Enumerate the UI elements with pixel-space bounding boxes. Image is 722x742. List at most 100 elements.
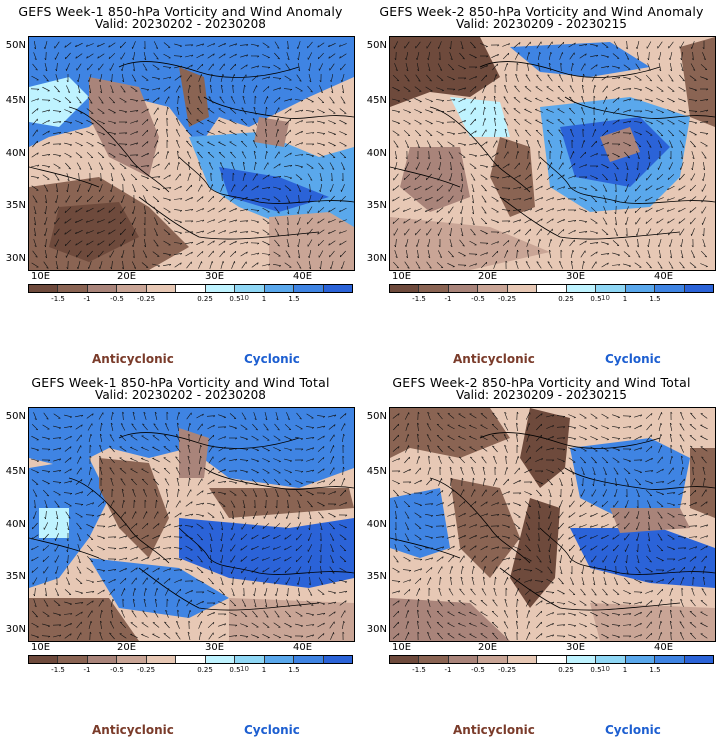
colorbar-tick: 1.5 [288, 666, 300, 674]
colorbar-tick: 0.25 [558, 666, 574, 674]
lon-label: 30E [205, 642, 225, 653]
cyclonic-label: Cyclonic [244, 723, 300, 737]
colorbar-swatch [176, 285, 206, 292]
colorbar [389, 284, 714, 293]
lon-label: 40E [654, 642, 674, 653]
colorbar-tick: -1 [83, 666, 91, 674]
colorbar-swatch [684, 656, 713, 663]
colorbar-swatch [294, 656, 324, 663]
lat-label: 35N [5, 200, 26, 211]
lat-label: 50N [5, 40, 26, 51]
colorbar-tick: -1 [83, 295, 91, 303]
colorbar-tick: -0.5 [471, 666, 485, 674]
colorbar-ticks: -1.5 -1 -0.5 -0.25 0.25 0.5 1 1.5 [28, 295, 353, 305]
anticyclonic-label: Anticyclonic [92, 723, 174, 737]
colorbar-tick: 0.5 [229, 295, 241, 303]
lat-label: 45N [366, 95, 387, 106]
colorbar-swatch [176, 656, 206, 663]
lon-label: 30E [205, 271, 225, 282]
anticyclonic-label: Anticyclonic [453, 723, 535, 737]
panel-valid-dates: Valid: 20230202 - 20230208 [95, 388, 266, 402]
colorbar-swatch [625, 285, 656, 292]
lat-label: 40N [366, 519, 387, 530]
lon-label: 20E [117, 642, 137, 653]
colorbar-ticks: -1.5 -1 -0.5 -0.25 0.25 0.5 1 1.5 [389, 295, 714, 305]
colorbar-swatch [235, 285, 265, 292]
colorbar-tick: -1 [444, 295, 452, 303]
colorbar-swatch [419, 656, 449, 663]
colorbar-tick: 1.5 [288, 295, 300, 303]
colorbar-tick: 0.25 [197, 666, 213, 674]
lat-label: 30N [366, 253, 387, 264]
colorbar-swatch [294, 285, 324, 292]
colorbar-swatch [507, 656, 538, 663]
colorbar-swatch [478, 656, 508, 663]
colorbar-swatch [566, 285, 597, 292]
colorbar-swatch [58, 656, 88, 663]
vorticity-map [389, 36, 716, 271]
colorbar-tick: 0.5 [590, 666, 602, 674]
lat-label: 30N [5, 253, 26, 264]
lat-label: 50N [5, 411, 26, 422]
panel-week2-total: GEFS Week-2 850-hPa Vorticity and Wind T… [361, 371, 722, 742]
lon-label: 10E [31, 642, 51, 653]
colorbar-swatch [205, 285, 236, 292]
colorbar-tick: 0.5 [590, 295, 602, 303]
colorbar-tick: -0.5 [110, 666, 124, 674]
colorbar-swatch [596, 285, 626, 292]
colorbar-tick: -0.5 [471, 295, 485, 303]
lat-label: 40N [5, 519, 26, 530]
wind-vectors [31, 411, 348, 641]
panel-week2-anomaly: GEFS Week-2 850-hPa Vorticity and Wind A… [361, 0, 722, 371]
lat-label: 30N [5, 624, 26, 635]
colorbar-tick: -1 [444, 666, 452, 674]
panel-valid-dates: Valid: 20230209 - 20230215 [456, 388, 627, 402]
colorbar [28, 655, 353, 664]
panel-title: GEFS Week-2 850-hPa Vorticity and Wind A… [379, 4, 704, 19]
colorbar-swatch [537, 285, 567, 292]
colorbar-tick: 0.25 [197, 295, 213, 303]
colorbar-tick: 1.5 [649, 666, 661, 674]
colorbar-swatch [29, 656, 59, 663]
colorbar-swatch [655, 285, 685, 292]
vorticity-map [28, 36, 355, 271]
panel-title: GEFS Week-2 850-hPa Vorticity and Wind T… [392, 375, 691, 390]
lon-label: 40E [654, 271, 674, 282]
colorbar-swatch [117, 285, 147, 292]
cyclonic-label: Cyclonic [244, 352, 300, 366]
colorbar-tick: -0.5 [110, 295, 124, 303]
lon-label: 40E [293, 642, 313, 653]
panel-week1-anomaly: GEFS Week-1 850-hPa Vorticity and Wind A… [0, 0, 361, 371]
lat-label: 50N [366, 411, 387, 422]
colorbar-swatch [684, 285, 713, 292]
colorbar-swatch [235, 656, 265, 663]
lon-label: 30E [566, 271, 586, 282]
colorbar-swatch [419, 285, 449, 292]
colorbar-swatch [146, 285, 177, 292]
anticyclonic-label: Anticyclonic [453, 352, 535, 366]
lon-label: 20E [117, 271, 137, 282]
lon-label: 10E [392, 271, 412, 282]
colorbar-swatch [87, 285, 118, 292]
lat-label: 45N [5, 95, 26, 106]
colorbar-swatch [87, 656, 118, 663]
lat-label: 30N [366, 624, 387, 635]
colorbar-tick: -0.25 [497, 295, 517, 303]
lon-label: 10E [31, 271, 51, 282]
lon-label: 10E [392, 642, 412, 653]
colorbar-swatch [448, 656, 479, 663]
colorbar-swatch [264, 656, 295, 663]
colorbar-tick: -1.5 [412, 295, 426, 303]
panel-title: GEFS Week-1 850-hPa Vorticity and Wind T… [31, 375, 330, 390]
panel-title: GEFS Week-1 850-hPa Vorticity and Wind A… [18, 4, 343, 19]
colorbar-swatch [264, 285, 295, 292]
colorbar-swatch [566, 656, 597, 663]
colorbar-swatch [323, 656, 352, 663]
colorbar-tick: -0.25 [136, 666, 156, 674]
anticyclonic-label: Anticyclonic [92, 352, 174, 366]
lat-label: 35N [5, 571, 26, 582]
colorbar [389, 655, 714, 664]
wind-vectors [391, 411, 709, 641]
colorbar-swatch [537, 656, 567, 663]
colorbar-swatch [625, 656, 656, 663]
